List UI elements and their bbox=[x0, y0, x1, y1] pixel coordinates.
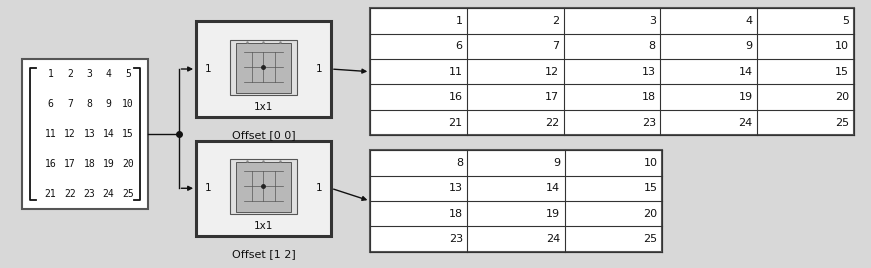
Text: 8: 8 bbox=[456, 158, 463, 168]
FancyBboxPatch shape bbox=[370, 8, 854, 135]
Text: 4: 4 bbox=[746, 16, 753, 26]
Text: 3: 3 bbox=[649, 16, 656, 26]
Text: 24: 24 bbox=[739, 118, 753, 128]
Text: 5: 5 bbox=[125, 69, 131, 79]
Text: 25: 25 bbox=[835, 118, 849, 128]
Text: 9: 9 bbox=[746, 41, 753, 51]
Text: 21: 21 bbox=[44, 189, 57, 199]
Text: 19: 19 bbox=[103, 159, 114, 169]
FancyBboxPatch shape bbox=[196, 21, 331, 117]
Text: 18: 18 bbox=[449, 209, 463, 219]
Text: 9: 9 bbox=[553, 158, 560, 168]
Text: 10: 10 bbox=[122, 99, 134, 109]
Text: 2: 2 bbox=[67, 69, 73, 79]
Text: 25: 25 bbox=[122, 189, 134, 199]
Text: 14: 14 bbox=[103, 129, 114, 139]
FancyBboxPatch shape bbox=[230, 159, 297, 214]
FancyBboxPatch shape bbox=[370, 150, 662, 252]
Text: 2: 2 bbox=[552, 16, 559, 26]
Text: 20: 20 bbox=[835, 92, 849, 102]
Text: 20: 20 bbox=[122, 159, 134, 169]
Text: 9: 9 bbox=[105, 99, 111, 109]
FancyBboxPatch shape bbox=[22, 59, 148, 209]
Text: 1: 1 bbox=[315, 64, 322, 74]
Text: 11: 11 bbox=[449, 67, 463, 77]
Text: 13: 13 bbox=[642, 67, 656, 77]
Text: 6: 6 bbox=[48, 99, 53, 109]
Text: 17: 17 bbox=[545, 92, 559, 102]
Text: 1: 1 bbox=[205, 64, 212, 74]
Text: 13: 13 bbox=[84, 129, 95, 139]
Text: 16: 16 bbox=[449, 92, 463, 102]
Text: 23: 23 bbox=[642, 118, 656, 128]
Text: 1x1: 1x1 bbox=[253, 221, 273, 231]
Text: 1x1: 1x1 bbox=[253, 102, 273, 112]
FancyBboxPatch shape bbox=[196, 141, 331, 236]
Text: 24: 24 bbox=[546, 234, 560, 244]
Text: 23: 23 bbox=[449, 234, 463, 244]
Text: 23: 23 bbox=[84, 189, 95, 199]
Text: 1: 1 bbox=[456, 16, 463, 26]
Text: 16: 16 bbox=[44, 159, 57, 169]
Text: 22: 22 bbox=[64, 189, 76, 199]
Text: Offset [0 0]: Offset [0 0] bbox=[232, 130, 295, 140]
Text: 7: 7 bbox=[67, 99, 73, 109]
Text: 21: 21 bbox=[449, 118, 463, 128]
Text: 13: 13 bbox=[449, 183, 463, 193]
Text: 10: 10 bbox=[835, 41, 849, 51]
FancyBboxPatch shape bbox=[230, 39, 297, 95]
Text: 17: 17 bbox=[64, 159, 76, 169]
Text: 7: 7 bbox=[552, 41, 559, 51]
Text: 15: 15 bbox=[122, 129, 134, 139]
Text: 25: 25 bbox=[644, 234, 658, 244]
Text: 12: 12 bbox=[64, 129, 76, 139]
Text: 22: 22 bbox=[545, 118, 559, 128]
Text: 11: 11 bbox=[44, 129, 57, 139]
Text: 4: 4 bbox=[105, 69, 111, 79]
Text: 10: 10 bbox=[644, 158, 658, 168]
Text: 6: 6 bbox=[456, 41, 463, 51]
Text: 1: 1 bbox=[205, 183, 212, 193]
Text: 8: 8 bbox=[86, 99, 92, 109]
Text: 24: 24 bbox=[103, 189, 114, 199]
Text: 20: 20 bbox=[644, 209, 658, 219]
Text: 1: 1 bbox=[48, 69, 53, 79]
Text: 18: 18 bbox=[84, 159, 95, 169]
Text: 1: 1 bbox=[315, 183, 322, 193]
Text: 8: 8 bbox=[649, 41, 656, 51]
Text: 18: 18 bbox=[642, 92, 656, 102]
Text: 15: 15 bbox=[835, 67, 849, 77]
Text: 12: 12 bbox=[545, 67, 559, 77]
Text: 19: 19 bbox=[546, 209, 560, 219]
Text: 3: 3 bbox=[86, 69, 92, 79]
Text: 14: 14 bbox=[739, 67, 753, 77]
FancyBboxPatch shape bbox=[236, 162, 291, 212]
Text: Offset [1 2]: Offset [1 2] bbox=[232, 249, 295, 259]
Text: 5: 5 bbox=[842, 16, 849, 26]
Text: 14: 14 bbox=[546, 183, 560, 193]
Text: 19: 19 bbox=[739, 92, 753, 102]
Text: 15: 15 bbox=[644, 183, 658, 193]
FancyBboxPatch shape bbox=[236, 43, 291, 93]
